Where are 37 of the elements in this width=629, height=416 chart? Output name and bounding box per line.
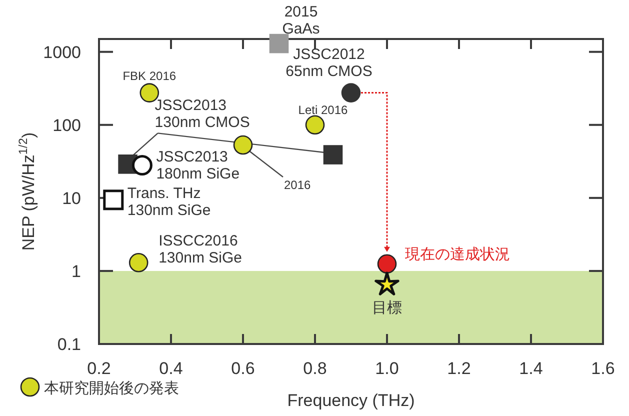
- x-axis-title: Frequency (THz): [287, 391, 415, 410]
- y-tick-label: 10: [62, 188, 81, 208]
- annotation: Leti 2016: [298, 102, 348, 117]
- annotation: 目標: [372, 300, 402, 317]
- annotation: Trans. THz 130nm SiGe: [127, 184, 211, 219]
- x-tick-label: 0.6: [231, 359, 255, 378]
- annotation: 現在の達成状況: [405, 246, 510, 263]
- point: [341, 83, 361, 102]
- point: [323, 145, 343, 164]
- legend-label: 本研究開始後の発表: [44, 380, 179, 397]
- point: [233, 135, 253, 155]
- legend: 本研究開始後の発表: [20, 377, 179, 397]
- annotation: FBK 2016: [122, 68, 176, 83]
- annotation: 2016: [284, 178, 312, 192]
- annotation: JSSC2012 65nm CMOS: [286, 46, 372, 80]
- x-tick-label: 0.2: [87, 359, 111, 378]
- point: [377, 254, 397, 274]
- point: [269, 34, 289, 54]
- annotation: ISSCC2016 130nm SiGe: [158, 232, 242, 267]
- point: [305, 115, 325, 135]
- point: [132, 155, 152, 176]
- y-tick-label: 0.1: [57, 335, 81, 354]
- x-tick-label: 1.6: [591, 359, 615, 378]
- x-tick-label: 0.8: [303, 359, 327, 378]
- point: [374, 272, 400, 296]
- x-tick-label: 0.4: [159, 359, 183, 378]
- x-tick-label: 1.4: [519, 359, 543, 378]
- x-tick-label: 1.2: [447, 359, 471, 378]
- y-tick-label: 100: [52, 116, 81, 135]
- annotation: 2015 GaAs: [282, 4, 320, 38]
- annotation: JSSC2013 130nm CMOS: [154, 97, 250, 132]
- point: [103, 190, 124, 210]
- y-tick-label: 1000: [43, 42, 81, 62]
- point: [128, 252, 148, 272]
- y-tick-label: 1: [72, 262, 81, 281]
- annotation: JSSC2013 180nm SiGe: [156, 148, 240, 182]
- x-tick-label: 1.0: [375, 359, 399, 378]
